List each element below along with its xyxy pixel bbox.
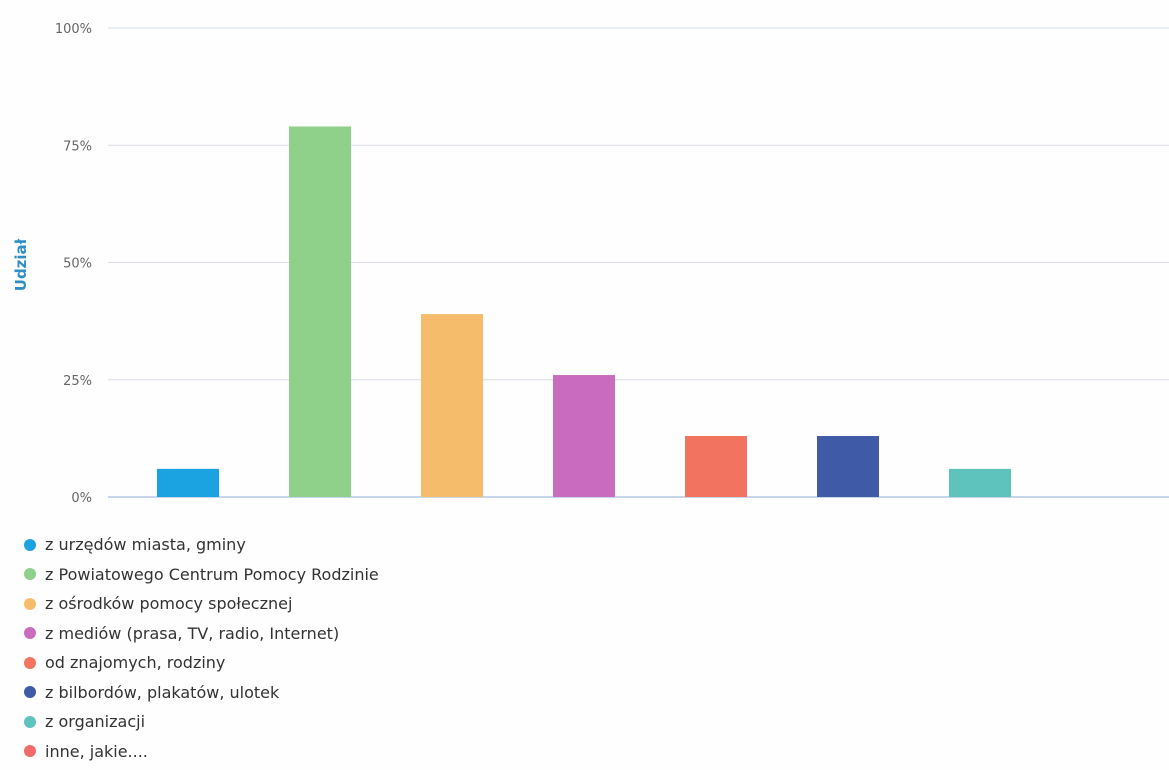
legend-item[interactable]: z Powiatowego Centrum Pomocy Rodzinie: [24, 560, 379, 590]
legend-label: z ośrodków pomocy społecznej: [45, 594, 293, 614]
legend-marker: [24, 745, 36, 758]
legend-marker: [24, 597, 36, 610]
legend: z urzędów miasta, gminy z Powiatowego Cen…: [24, 530, 379, 766]
y-axis-label: Udział: [12, 238, 30, 291]
y-tick-label: 100%: [55, 22, 92, 37]
legend-item[interactable]: z urzędów miasta, gminy: [24, 530, 379, 560]
legend-item[interactable]: z organizacji: [24, 707, 379, 737]
legend-item[interactable]: z mediów (prasa, TV, radio, Internet): [24, 619, 379, 649]
bar-chart: 0% 25% 50% 75% 100% Udział: [12, 22, 1169, 506]
y-axis-ticks: 0% 25% 50% 75% 100%: [55, 22, 92, 506]
legend-marker: [24, 715, 36, 728]
legend-label: z bilbordów, plakatów, ulotek: [45, 682, 280, 702]
legend-label: z organizacji: [45, 712, 146, 732]
bar[interactable]: [553, 375, 615, 497]
legend-label: z mediów (prasa, TV, radio, Internet): [45, 623, 340, 643]
gridlines: [108, 27, 1169, 498]
y-tick-label: 0%: [71, 491, 92, 506]
legend-label: od znajomych, rodziny: [45, 653, 226, 673]
bar[interactable]: [949, 468, 1011, 497]
y-tick-label: 25%: [63, 374, 92, 389]
legend-marker: [24, 538, 36, 551]
legend-label: z urzędów miasta, gminy: [45, 535, 246, 555]
y-tick-label: 50%: [63, 257, 92, 272]
legend-marker: [24, 568, 36, 581]
legend-label: z Powiatowego Centrum Pomocy Rodzinie: [45, 564, 379, 584]
legend-label: inne, jakie....: [45, 741, 148, 761]
bar[interactable]: [421, 314, 483, 497]
legend-item[interactable]: z bilbordów, plakatów, ulotek: [24, 678, 379, 708]
y-tick-label: 75%: [63, 139, 92, 154]
bar[interactable]: [685, 436, 747, 497]
legend-item[interactable]: z ośrodków pomocy społecznej: [24, 589, 379, 619]
bars: [157, 126, 1011, 498]
bar[interactable]: [289, 126, 351, 498]
legend-item[interactable]: od znajomych, rodziny: [24, 648, 379, 678]
legend-marker: [24, 656, 36, 669]
bar[interactable]: [817, 436, 879, 497]
legend-marker: [24, 627, 36, 640]
legend-item[interactable]: inne, jakie....: [24, 737, 379, 767]
bar[interactable]: [157, 468, 219, 497]
legend-marker: [24, 686, 36, 699]
